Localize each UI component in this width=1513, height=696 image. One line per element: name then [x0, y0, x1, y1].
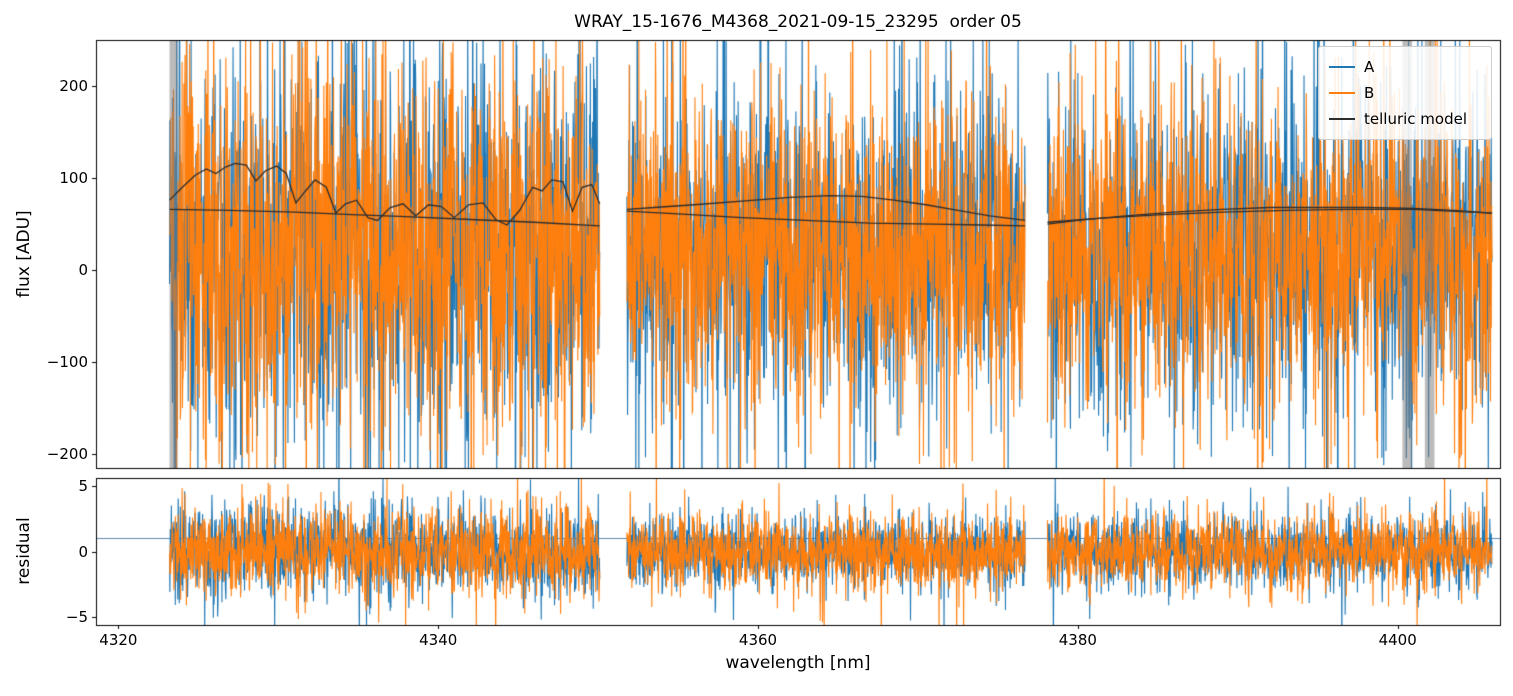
x-tick-label: 4380	[1058, 631, 1097, 649]
legend-item-telluric-model: telluric model	[1329, 106, 1481, 132]
legend-label-telluric-model: telluric model	[1364, 110, 1468, 128]
y-tick-label: −5	[65, 608, 88, 627]
x-tick-label: 4320	[99, 631, 138, 649]
legend-label-a: A	[1364, 58, 1375, 76]
flux-axis-label: flux [ADU]	[14, 210, 34, 298]
telluric-model-line-icon	[1329, 118, 1355, 120]
legend: A B telluric model	[1318, 46, 1492, 140]
legend-item-b: B	[1329, 80, 1481, 106]
x-tick-label: 4340	[419, 631, 458, 649]
legend-label-b: B	[1364, 84, 1375, 102]
y-tick-label: 5	[78, 476, 88, 495]
y-tick-label: 100	[59, 169, 88, 188]
y-tick-label: 0	[78, 542, 88, 561]
x-tick-label: 4400	[1378, 631, 1417, 649]
y-tick-label: −100	[46, 353, 88, 372]
x-axis-label: wavelength [nm]	[725, 653, 871, 673]
y-tick-label: −200	[46, 445, 88, 464]
plot-title: WRAY_15-1676_M4368_2021-09-15_23295 orde…	[574, 12, 1022, 32]
y-tick-label: 0	[78, 261, 88, 280]
series-b-line-icon	[1329, 92, 1355, 94]
y-tick-label: 200	[59, 77, 88, 96]
x-tick-label: 4360	[738, 631, 778, 649]
series-a-line-icon	[1329, 66, 1355, 68]
legend-item-a: A	[1329, 54, 1481, 80]
